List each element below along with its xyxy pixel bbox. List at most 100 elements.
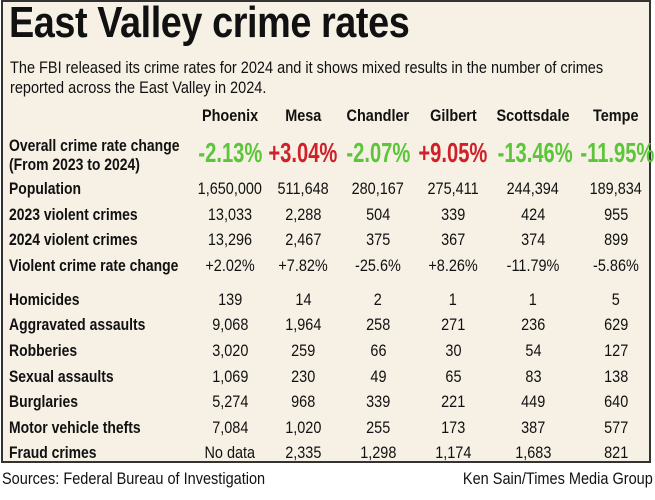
table-cell: 54: [488, 341, 578, 361]
table-cell: 449: [488, 392, 578, 412]
table-cell: 2,288: [258, 205, 348, 225]
table-cell: 1,683: [488, 443, 578, 463]
table-cell: 899: [571, 230, 655, 250]
table-cell: 13,296: [185, 230, 275, 250]
cell-value: 127: [603, 341, 629, 360]
cell-value: 387: [520, 418, 546, 437]
cell-value: 14: [294, 290, 312, 309]
row-label: Homicides: [9, 290, 80, 309]
cell-value: 255: [365, 418, 391, 437]
table-cell: Gilbert: [408, 106, 498, 126]
table-cell: +2.02%: [185, 256, 275, 276]
cell-value: 339: [440, 205, 466, 224]
table-cell: 955: [571, 205, 655, 225]
table-cell: -13.46%: [483, 138, 583, 168]
cell-value: 955: [603, 205, 629, 224]
table-cell: 1,174: [408, 443, 498, 463]
cell-value: 259: [290, 341, 316, 360]
table-cell: 375: [333, 230, 423, 250]
table-row: Aggravated assaults 9,068 1,964 258 271 236 62…: [3, 315, 653, 339]
table-cell: 3,020: [185, 341, 275, 361]
cell-value: 1: [448, 290, 458, 309]
table-cell: 280,167: [333, 179, 423, 199]
table-cell: 577: [571, 418, 655, 438]
row-label: Aggravated assaults: [9, 315, 146, 334]
cell-value: 3,020: [211, 341, 249, 360]
table-cell: 424: [488, 205, 578, 225]
cell-value: 968: [290, 392, 316, 411]
table-cell: 5: [571, 290, 655, 310]
cell-value: Scottsdale: [496, 106, 570, 125]
credit: Ken Sain/Times Media Group: [463, 470, 653, 488]
cell-value: 65: [444, 367, 462, 386]
table-row: Sexual assaults 1,069 230 49 65 83 138: [3, 367, 653, 391]
table-cell: 2: [333, 290, 423, 310]
table-row: Burglaries 5,274 968 339 221 449 640: [3, 392, 653, 416]
page-title: East Valley crime rates: [9, 0, 410, 47]
table-cell: 5,274: [185, 392, 275, 412]
table-cell: 339: [333, 392, 423, 412]
cell-value: 640: [603, 392, 629, 411]
table-cell: 271: [408, 315, 498, 335]
cell-value: 1,964: [284, 315, 322, 334]
cell-value: 275,411: [427, 179, 479, 198]
cell-value: 244,394: [506, 179, 560, 198]
cell-value: 424: [520, 205, 546, 224]
row-label: 2023 violent crimes: [9, 205, 138, 224]
table-cell: 629: [571, 315, 655, 335]
cell-value: 258: [365, 315, 391, 334]
cell-value: 5: [611, 290, 621, 309]
table-cell: 7,084: [185, 418, 275, 438]
table-cell: 14: [258, 290, 348, 310]
cell-value: 230: [290, 367, 316, 386]
row-label: Robberies: [9, 341, 78, 360]
infographic-panel: East Valley crime rates The FBI released…: [1, 0, 655, 463]
cell-value: 173: [440, 418, 466, 437]
table-cell: 244,394: [488, 179, 578, 199]
table-cell: -11.79%: [488, 256, 578, 276]
table-cell: Phoenix: [185, 106, 275, 126]
table-cell: -5.86%: [571, 256, 655, 276]
cell-value: 66: [369, 341, 387, 360]
table-row: Homicides 139 14 2 1 1 5: [3, 290, 653, 314]
table-cell: +7.82%: [258, 256, 348, 276]
table-cell: 968: [258, 392, 348, 412]
table-cell: 230: [258, 367, 348, 387]
cell-value: 374: [520, 230, 546, 249]
table-cell: +9.05%: [403, 138, 503, 168]
table-cell: 275,411: [408, 179, 498, 199]
row-label: Violent crime rate change: [9, 256, 179, 275]
cell-value: 2,467: [284, 230, 322, 249]
table-cell: 138: [571, 367, 655, 387]
cell-value: 1,298: [359, 443, 397, 462]
cell-value: +8.26%: [428, 256, 478, 275]
cell-value: No data: [204, 443, 256, 462]
cell-value: 221: [440, 392, 466, 411]
cell-value: -2.07%: [346, 137, 410, 168]
table-cell: 13,033: [185, 205, 275, 225]
table-cell: 1,298: [333, 443, 423, 463]
cell-value: 9,068: [211, 315, 249, 334]
table-cell: 255: [333, 418, 423, 438]
table-cell: -11.95%: [566, 138, 655, 168]
cell-value: 2: [373, 290, 383, 309]
table-cell: 2,335: [258, 443, 348, 463]
table-cell: -2.07%: [328, 138, 428, 168]
table-cell: -2.13%: [180, 138, 280, 168]
table-cell: 258: [333, 315, 423, 335]
cell-value: 13,296: [207, 230, 253, 249]
table-cell: -25.6%: [333, 256, 423, 276]
table-cell: 387: [488, 418, 578, 438]
table-cell: 640: [571, 392, 655, 412]
table-cell: 236: [488, 315, 578, 335]
cell-value: 1: [528, 290, 538, 309]
cell-value: 2,335: [284, 443, 322, 462]
header-row: Phoenix Mesa Chandler Gilbert Scottsdale Temp…: [3, 106, 653, 130]
cell-value: -25.6%: [355, 256, 401, 275]
overall-change-row: Overall crime rate change (From 2023 to 2…: [3, 134, 655, 174]
cell-value: Mesa: [284, 106, 322, 125]
cell-value: -13.46%: [497, 137, 573, 168]
cell-value: 367: [440, 230, 466, 249]
table-cell: 139: [185, 290, 275, 310]
table-cell: 374: [488, 230, 578, 250]
